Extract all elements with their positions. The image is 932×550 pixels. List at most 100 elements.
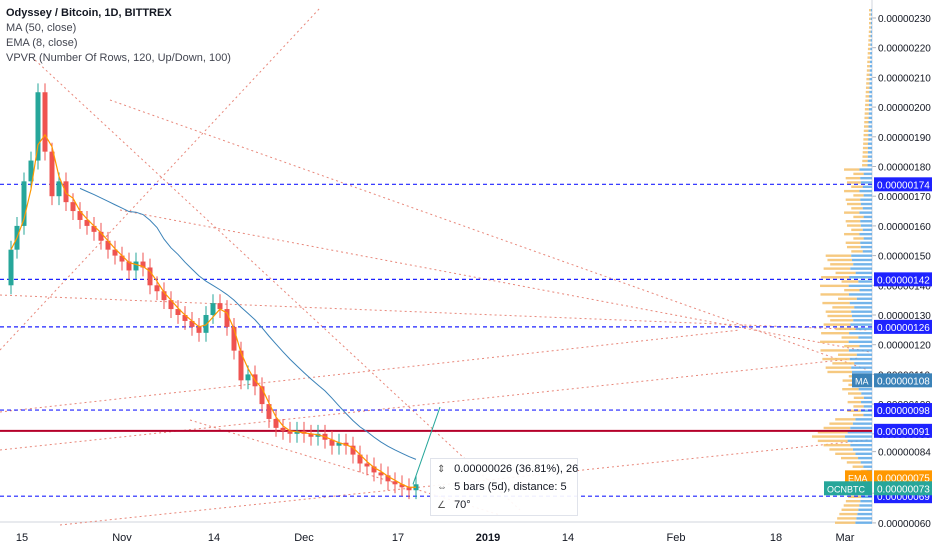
candle-body[interactable] [217, 303, 223, 310]
trend-line[interactable] [0, 329, 741, 413]
price-tick-label[interactable]: 0.00000084 [878, 448, 931, 459]
candle-body[interactable] [35, 92, 41, 161]
ma-line[interactable] [79, 187, 417, 460]
trend-line[interactable] [0, 294, 869, 331]
indicator-tag[interactable] [845, 470, 872, 485]
candle-body[interactable] [280, 427, 286, 431]
candle-body[interactable] [98, 231, 104, 241]
price-level-label[interactable]: 0.00000098 [877, 406, 930, 417]
candle-body[interactable] [147, 267, 153, 286]
price-tick-label[interactable]: 0.00000190 [878, 133, 931, 144]
candle-body[interactable] [133, 261, 139, 271]
trend-line[interactable] [119, 209, 871, 353]
price-tick-label[interactable]: 0.00000180 [878, 163, 931, 174]
trend-line[interactable] [0, 357, 861, 451]
candle-body[interactable] [357, 454, 363, 464]
candle-body[interactable] [210, 303, 216, 315]
candle-body[interactable] [406, 487, 412, 491]
candle-body[interactable] [224, 309, 230, 327]
candle-body[interactable] [385, 475, 391, 482]
price-level-label[interactable]: 0.00000142 [877, 275, 930, 286]
candle-body[interactable] [28, 160, 34, 182]
candle-body[interactable] [266, 404, 272, 419]
candle-body[interactable] [84, 219, 90, 226]
time-axis-label[interactable]: 14 [208, 532, 220, 544]
price-tick-label[interactable]: 0.00000170 [878, 192, 931, 203]
candle-body[interactable] [273, 418, 279, 428]
candle-body[interactable] [287, 430, 293, 434]
indicator-value-badge[interactable] [874, 470, 932, 485]
candle-body[interactable] [168, 300, 174, 310]
candle-body[interactable] [203, 315, 209, 333]
indicator-tag[interactable] [852, 373, 872, 388]
candle-body[interactable] [308, 433, 314, 437]
candle-body[interactable] [175, 309, 181, 315]
candle-body[interactable] [259, 386, 265, 405]
candle-body[interactable] [154, 285, 160, 292]
indicator-value-label[interactable]: 0.00000073 [877, 484, 930, 495]
time-axis-label[interactable]: Nov [112, 532, 132, 544]
indicator-value-badge[interactable] [874, 481, 932, 496]
trend-line[interactable] [0, 7, 321, 351]
price-level-badge[interactable] [874, 177, 932, 192]
price-level-label[interactable]: 0.00000174 [877, 180, 930, 191]
symbol-title[interactable]: Odyssey / Bitcoin, 1D, BITTREX [6, 7, 172, 19]
candle-body[interactable] [378, 472, 384, 476]
indicator-tag[interactable] [824, 481, 872, 496]
time-axis-label[interactable]: 14 [562, 532, 574, 544]
indicator-vpvr-label[interactable]: VPVR (Number Of Rows, 120, Up/Down, 100) [6, 52, 231, 64]
candle-body[interactable] [112, 249, 118, 256]
candle-body[interactable] [399, 484, 405, 488]
time-axis-label[interactable]: Feb [667, 532, 686, 544]
measure-tool-box[interactable]: ⇕ 0.00000026 (36.81%), 26 ⇔ 5 bars (5d),… [430, 458, 578, 516]
price-tick-label[interactable]: 0.00000230 [878, 14, 931, 25]
candle-body[interactable] [49, 151, 55, 197]
candle-body[interactable] [238, 350, 244, 381]
time-axis-label[interactable]: 2019 [476, 532, 500, 544]
time-axis-label[interactable]: Mar [836, 532, 855, 544]
candle-body[interactable] [231, 326, 237, 351]
candle-body[interactable] [392, 481, 398, 485]
candle-body[interactable] [42, 92, 48, 152]
price-level-label[interactable]: 0.00000126 [877, 323, 930, 334]
candle-body[interactable] [56, 181, 62, 197]
price-tick-label[interactable]: 0.00000150 [878, 252, 931, 263]
price-tick-label[interactable]: 0.00000160 [878, 222, 931, 233]
price-tick-label[interactable]: 0.00000210 [878, 73, 931, 84]
price-tick-label[interactable]: 0.00000130 [878, 311, 931, 322]
candle-body[interactable] [161, 291, 167, 301]
price-level-badge[interactable] [874, 403, 932, 418]
candle-body[interactable] [371, 466, 377, 473]
trend-line[interactable] [109, 99, 869, 371]
time-axis-label[interactable]: 17 [392, 532, 404, 544]
candle-body[interactable] [189, 320, 195, 327]
price-level-badge[interactable] [874, 319, 932, 334]
price-tick-label[interactable]: 0.00000220 [878, 44, 931, 55]
price-tick-label[interactable]: 0.00000120 [878, 341, 931, 352]
indicator-value-label[interactable]: 0.00000075 [877, 473, 930, 484]
candle-body[interactable] [329, 439, 335, 446]
price-tick-label[interactable]: 0.00000140 [878, 281, 931, 292]
candle-body[interactable] [119, 255, 125, 262]
candle-body[interactable] [126, 261, 132, 271]
price-level-label[interactable]: 0.00000091 [877, 427, 930, 438]
ema-line[interactable] [10, 133, 416, 488]
candle-body[interactable] [21, 181, 27, 226]
price-tick-label[interactable]: 0.00000060 [878, 519, 931, 530]
candle-body[interactable] [77, 211, 83, 220]
time-axis-label[interactable]: 15 [16, 532, 28, 544]
time-axis-label[interactable]: Dec [294, 532, 314, 544]
price-tick-label[interactable]: 0.00000200 [878, 103, 931, 114]
candle-body[interactable] [105, 240, 111, 250]
price-level-badge[interactable] [874, 272, 932, 287]
price-level-label[interactable]: 0.00000069 [877, 492, 930, 503]
candle-body[interactable] [245, 374, 251, 381]
candle-body[interactable] [8, 249, 14, 286]
measure-tool-line[interactable] [412, 406, 441, 485]
candle-body[interactable] [336, 442, 342, 446]
indicator-value-badge[interactable] [874, 373, 932, 388]
candle-body[interactable] [182, 315, 188, 321]
time-axis-label[interactable]: 18 [770, 532, 782, 544]
